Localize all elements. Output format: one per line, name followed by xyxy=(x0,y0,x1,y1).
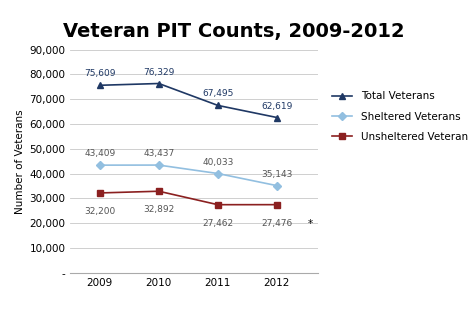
Text: 35,143: 35,143 xyxy=(261,170,292,179)
Text: 43,437: 43,437 xyxy=(143,149,175,158)
Total Veterans xyxy=(97,83,102,87)
Text: 76,329: 76,329 xyxy=(143,68,175,77)
Text: 75,609: 75,609 xyxy=(84,69,116,78)
Line: Sheltered Veterans: Sheltered Veterans xyxy=(97,162,280,188)
Text: 32,200: 32,200 xyxy=(84,207,115,216)
Sheltered Veterans xyxy=(156,163,161,167)
Total Veterans xyxy=(215,104,220,107)
Text: 32,892: 32,892 xyxy=(143,205,175,214)
Sheltered Veterans xyxy=(97,163,102,167)
Sheltered Veterans xyxy=(274,184,280,188)
Total Veterans xyxy=(274,116,280,119)
Unsheltered Veterans xyxy=(274,203,280,206)
Sheltered Veterans xyxy=(215,172,220,175)
Text: 27,476: 27,476 xyxy=(261,219,292,228)
Text: *: * xyxy=(307,219,313,228)
Text: 62,619: 62,619 xyxy=(261,102,292,111)
Y-axis label: Number of Veterans: Number of Veterans xyxy=(15,109,25,214)
Unsheltered Veterans xyxy=(215,203,220,206)
Text: 43,409: 43,409 xyxy=(84,149,115,158)
Total Veterans xyxy=(156,82,161,85)
Text: 40,033: 40,033 xyxy=(202,157,234,166)
Legend: Total Veterans, Sheltered Veterans, Unsheltered Veterans: Total Veterans, Sheltered Veterans, Unsh… xyxy=(329,88,468,145)
Text: 27,462: 27,462 xyxy=(202,219,234,228)
Line: Total Veterans: Total Veterans xyxy=(96,80,280,121)
Text: 67,495: 67,495 xyxy=(202,90,234,99)
Line: Unsheltered Veterans: Unsheltered Veterans xyxy=(97,188,280,207)
Text: Veteran PIT Counts, 2009-2012: Veteran PIT Counts, 2009-2012 xyxy=(63,22,405,41)
Unsheltered Veterans xyxy=(156,189,161,193)
Unsheltered Veterans xyxy=(97,191,102,195)
